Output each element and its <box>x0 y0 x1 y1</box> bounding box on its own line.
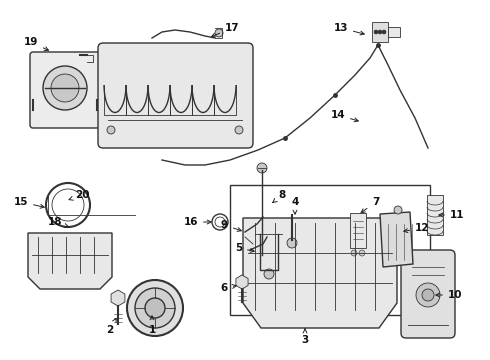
Circle shape <box>394 206 402 214</box>
Text: 15: 15 <box>14 197 44 208</box>
Text: 7: 7 <box>361 197 379 213</box>
FancyBboxPatch shape <box>98 43 253 148</box>
Polygon shape <box>243 218 397 328</box>
Circle shape <box>107 126 115 134</box>
Text: 4: 4 <box>292 197 299 214</box>
Text: 9: 9 <box>221 220 242 231</box>
Polygon shape <box>380 212 413 267</box>
Circle shape <box>264 269 274 279</box>
Text: 13: 13 <box>334 23 364 35</box>
Text: 11: 11 <box>439 210 465 220</box>
Polygon shape <box>28 233 112 289</box>
Circle shape <box>374 30 378 34</box>
Circle shape <box>351 250 357 256</box>
Bar <box>350 213 366 248</box>
Text: 8: 8 <box>273 190 285 203</box>
Text: 16: 16 <box>183 217 211 227</box>
Text: 17: 17 <box>212 23 240 37</box>
Text: 20: 20 <box>69 190 90 200</box>
FancyBboxPatch shape <box>30 52 100 128</box>
Text: 19: 19 <box>24 37 49 50</box>
Text: 1: 1 <box>148 316 156 335</box>
Text: 14: 14 <box>330 110 358 122</box>
Circle shape <box>235 126 243 134</box>
Polygon shape <box>111 290 125 306</box>
Text: 3: 3 <box>301 329 309 345</box>
Circle shape <box>257 163 267 173</box>
Circle shape <box>145 298 165 318</box>
Text: 18: 18 <box>48 217 68 227</box>
Bar <box>230 185 430 315</box>
Circle shape <box>215 29 223 37</box>
Circle shape <box>43 66 87 110</box>
Text: 10: 10 <box>436 290 463 300</box>
Circle shape <box>51 74 79 102</box>
Text: 5: 5 <box>235 243 254 253</box>
Circle shape <box>135 288 175 328</box>
Text: 2: 2 <box>106 318 116 335</box>
Bar <box>427 195 443 235</box>
FancyBboxPatch shape <box>401 250 455 338</box>
Circle shape <box>287 238 297 248</box>
Polygon shape <box>236 275 248 289</box>
Circle shape <box>378 30 382 34</box>
Circle shape <box>382 30 386 34</box>
Text: 12: 12 <box>404 223 430 233</box>
Circle shape <box>127 280 183 336</box>
Bar <box>388 27 400 37</box>
Circle shape <box>416 283 440 307</box>
Circle shape <box>422 289 434 301</box>
Bar <box>372 22 388 42</box>
Circle shape <box>359 250 365 256</box>
Text: 6: 6 <box>221 283 236 293</box>
